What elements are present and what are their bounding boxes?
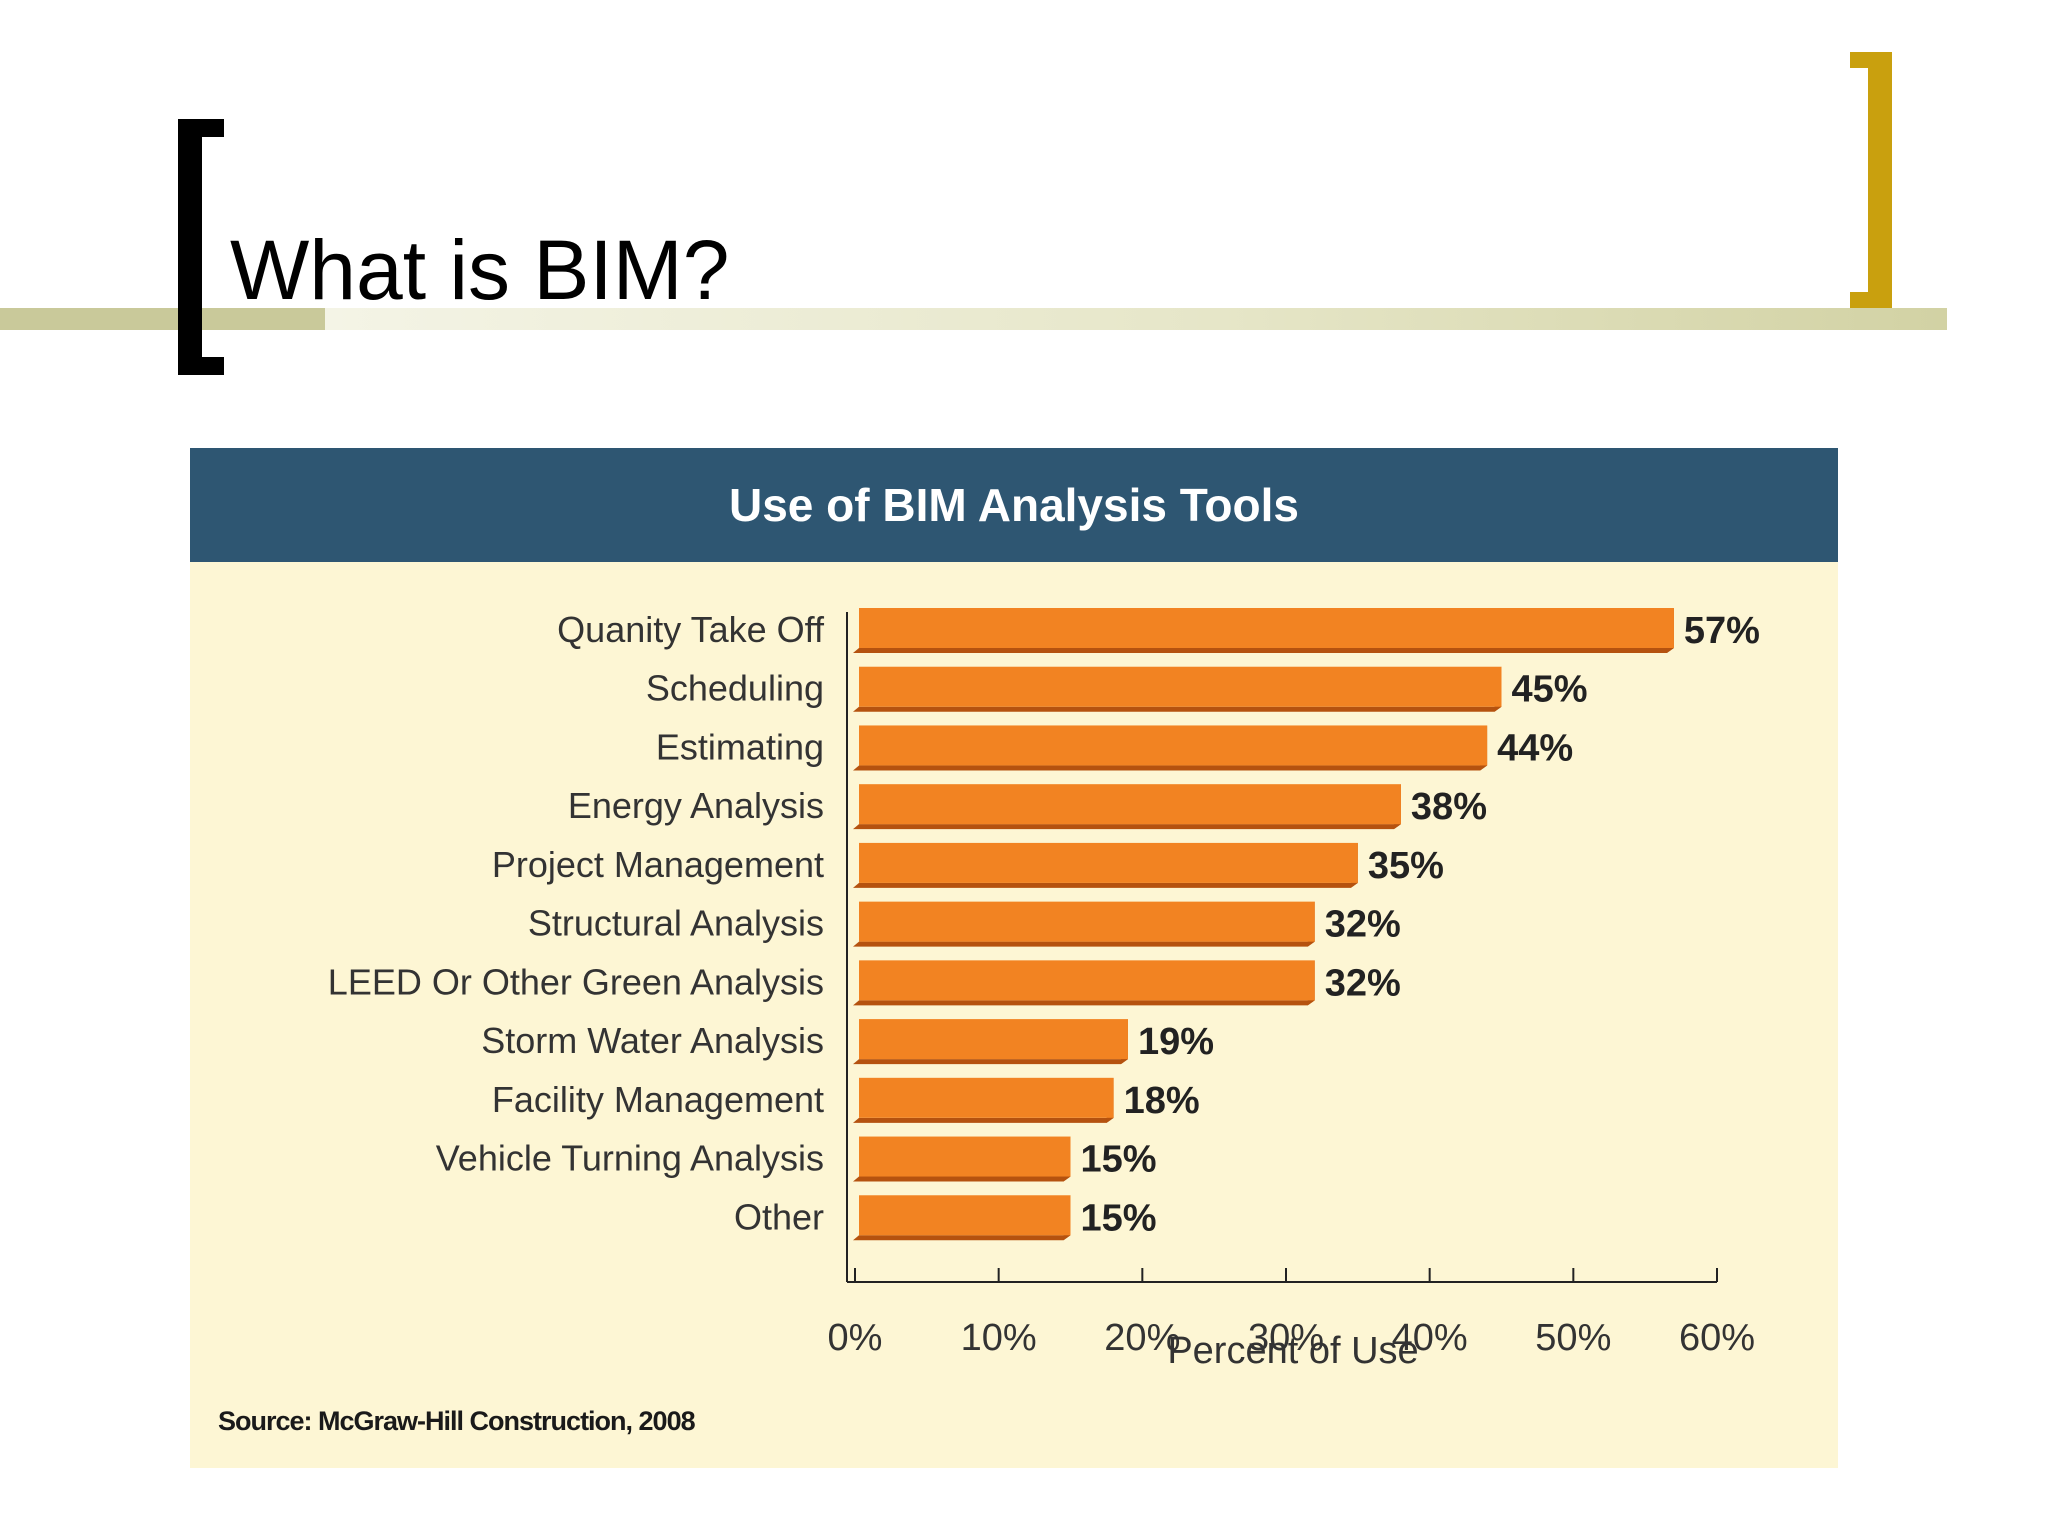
bar <box>859 1077 1114 1118</box>
bar-value-label: 38% <box>1411 786 1487 828</box>
bar-value-label: 19% <box>1138 1021 1214 1063</box>
bar <box>859 960 1315 1001</box>
bars-layer: 57% Quanity Take Off 45% Scheduling 44% Estim… <box>328 608 1760 1241</box>
category-label: Project Management <box>492 844 824 885</box>
bar-value-label: 32% <box>1325 904 1401 946</box>
bar-chart: 57% Quanity Take Off 45% Scheduling 44% Estim… <box>328 608 1760 1372</box>
bar-shadow <box>853 765 1488 771</box>
category-label: Storm Water Analysis <box>481 1020 824 1061</box>
bar-shadow <box>853 648 1674 653</box>
bar-value-label: 35% <box>1368 845 1444 887</box>
bar <box>859 1195 1071 1236</box>
bar <box>859 725 1488 766</box>
source-note: Source: McGraw-Hill Construction, 2008 <box>218 1406 696 1436</box>
bar-shadow <box>853 882 1358 888</box>
bar-value-label: 32% <box>1325 962 1401 1004</box>
x-tick-label: 20% <box>1104 1317 1180 1359</box>
bar <box>859 1019 1128 1060</box>
bar-value-label: 15% <box>1081 1197 1157 1239</box>
left-bracket-bottom-serif <box>178 357 224 375</box>
x-axis-label: Percent of Use <box>1167 1330 1418 1372</box>
right-bracket-top-serif <box>1850 52 1892 68</box>
left-bracket-top-serif <box>178 119 224 137</box>
category-label: Scheduling <box>646 668 824 709</box>
category-label: Facility Management <box>492 1079 824 1120</box>
title-underline-gradient <box>325 308 1947 330</box>
x-tick-label: 50% <box>1535 1317 1611 1359</box>
bar-shadow <box>853 1000 1315 1006</box>
x-tick-label: 30% <box>1248 1317 1324 1359</box>
bar-shadow <box>853 1235 1071 1241</box>
category-label: Quanity Take Off <box>557 609 825 650</box>
category-label: Energy Analysis <box>568 785 824 826</box>
x-tick-label: 60% <box>1679 1317 1755 1359</box>
bar-shadow <box>853 824 1401 830</box>
bar <box>859 784 1401 825</box>
right-bracket-icon <box>1868 52 1892 308</box>
bar-value-label: 44% <box>1497 727 1573 769</box>
x-tick-label: 10% <box>961 1317 1037 1359</box>
bar <box>859 901 1315 942</box>
category-label: Structural Analysis <box>528 903 824 944</box>
left-bracket-icon <box>178 119 202 375</box>
chart-panel: Use of BIM Analysis Tools 57% Quanity Tak… <box>190 448 1838 1468</box>
slide-title: What is BIM? <box>230 223 730 317</box>
bar-value-label: 18% <box>1124 1080 1200 1122</box>
bar-shadow <box>853 706 1502 712</box>
bar-value-label: 57% <box>1684 610 1760 652</box>
x-tick-label: 0% <box>828 1317 883 1359</box>
right-bracket-bottom-serif <box>1850 292 1892 308</box>
bar-shadow <box>853 1117 1114 1123</box>
category-label: LEED Or Other Green Analysis <box>328 961 824 1002</box>
category-label: Estimating <box>656 726 824 767</box>
bar-value-label: 15% <box>1081 1139 1157 1181</box>
bar-shadow <box>853 1059 1128 1065</box>
bar <box>859 842 1358 883</box>
title-underline-bar <box>0 308 325 330</box>
bar-shadow <box>853 941 1315 947</box>
axes-layer: 0% 10% 20% 30% 40% 50% 60% <box>828 612 1755 1359</box>
chart-title: Use of BIM Analysis Tools <box>190 448 1838 562</box>
bar-value-label: 45% <box>1512 669 1588 711</box>
bar-shadow <box>853 1176 1071 1182</box>
bar <box>859 608 1674 648</box>
x-tick-label: 40% <box>1392 1317 1468 1359</box>
category-label: Vehicle Turning Analysis <box>436 1138 824 1179</box>
bar <box>859 1136 1071 1177</box>
bar <box>859 666 1502 707</box>
category-label: Other <box>734 1196 824 1237</box>
